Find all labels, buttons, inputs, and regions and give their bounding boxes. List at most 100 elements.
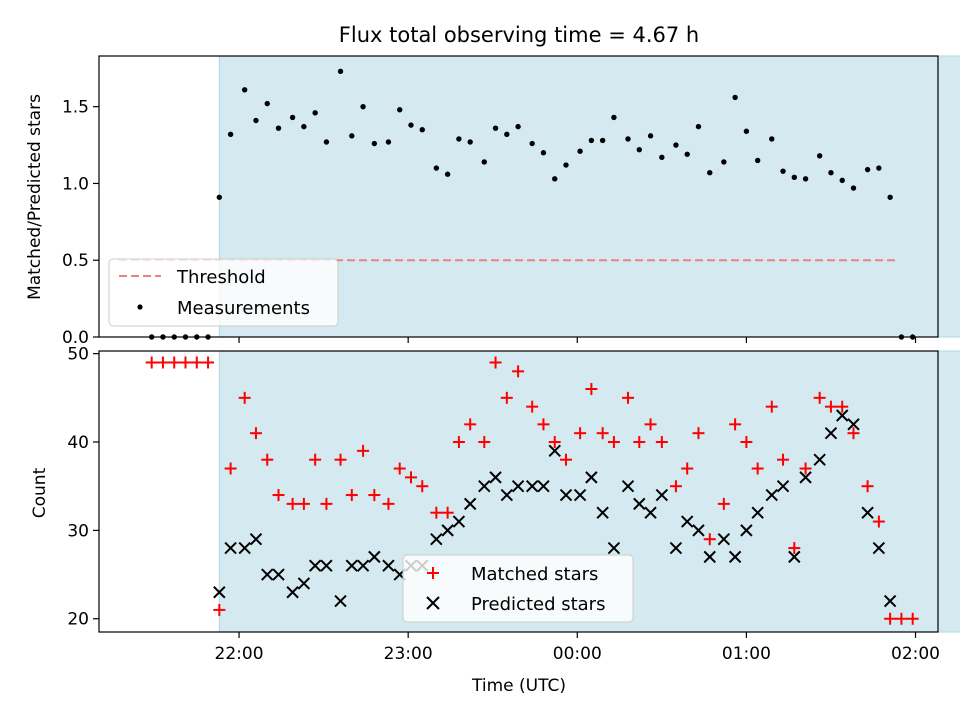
measurement-point <box>876 165 882 171</box>
y-tick-label: 40 <box>67 433 89 453</box>
measurements-legend-swatch <box>137 304 143 310</box>
measurement-point <box>540 150 547 156</box>
chart-title: Flux total observing time = 4.67 h <box>339 23 699 47</box>
matched-star-point <box>644 418 657 431</box>
matched-star-point <box>692 427 705 440</box>
measurement-point <box>467 139 473 145</box>
y-tick-label: 0.5 <box>62 251 89 271</box>
predicted-star-point <box>669 541 683 555</box>
matched-star-point <box>441 506 454 519</box>
matched-star-point <box>799 462 812 475</box>
predicted-legend-label: Predicted stars <box>471 594 605 615</box>
measurements-legend-label: Measurements <box>177 298 310 319</box>
predicted-star-point <box>463 497 477 511</box>
predicted-star-point <box>224 541 237 555</box>
matched-legend-swatch <box>427 567 439 579</box>
measurement-point <box>481 159 487 165</box>
measurement-point <box>611 114 617 121</box>
measurement-point <box>577 148 583 154</box>
matched-star-point <box>382 497 395 510</box>
matched-star-point <box>286 497 299 510</box>
matched-stars-points <box>145 356 919 625</box>
predicted-star-point <box>585 471 598 484</box>
predicted-star-point <box>824 426 838 440</box>
measurement-point <box>721 159 727 165</box>
predicted-star-point <box>847 418 860 431</box>
measurement-point <box>323 139 330 145</box>
count-y-label: Count <box>30 467 50 518</box>
x-tick-label: 02:00 <box>891 644 940 664</box>
measurement-point <box>408 122 414 128</box>
matched-star-point <box>717 497 730 510</box>
predicted-star-point <box>213 586 226 599</box>
count-legend-box <box>402 554 634 623</box>
y-tick-label: 0.0 <box>62 328 89 348</box>
matched-star-point <box>156 356 169 369</box>
matched-star-point <box>368 489 381 502</box>
x-tick-label: 00:00 <box>553 644 602 664</box>
predicted-stars-points <box>213 409 897 608</box>
matched-star-point <box>824 400 837 413</box>
matched-star-point <box>703 533 716 546</box>
y-tick-label: 30 <box>67 521 89 541</box>
matched-star-point <box>765 400 778 413</box>
measurement-point <box>769 136 775 142</box>
predicted-star-point <box>776 479 790 493</box>
measurement-point <box>241 87 248 93</box>
measurement-point <box>684 151 690 157</box>
predicted-star-point <box>368 550 381 564</box>
matched-star-point <box>345 489 358 502</box>
matched-star-point <box>145 356 158 369</box>
predicted-star-point <box>680 515 694 528</box>
predicted-star-point <box>703 550 716 564</box>
predicted-star-point <box>478 479 491 493</box>
predicted-star-point <box>740 524 753 537</box>
measurement-point <box>659 154 665 161</box>
matched-star-point <box>872 515 885 528</box>
predicted-star-point <box>573 488 587 502</box>
matched-star-point <box>622 391 635 404</box>
predicted-star-point <box>717 533 731 546</box>
ratio-y-label: Matched/Predicted stars <box>25 94 45 300</box>
measurement-point <box>816 153 823 159</box>
matched-star-point <box>416 480 429 493</box>
measurement-point <box>828 169 834 176</box>
predicted-star-point <box>500 488 514 502</box>
matched-star-point <box>297 497 310 510</box>
measurement-point <box>216 194 223 200</box>
x-tick-label: 01:00 <box>722 644 771 664</box>
ratio-axes-frame <box>98 55 939 338</box>
measurement-point <box>227 131 234 138</box>
matched-star-point <box>548 436 561 449</box>
matched-star-point <box>788 542 801 555</box>
matched-star-point <box>430 506 443 519</box>
matched-star-point <box>168 356 181 369</box>
threshold-legend-label: Threshold <box>176 267 266 288</box>
measurement-point <box>780 168 786 174</box>
measurement-point <box>732 94 738 101</box>
matched-star-point <box>906 612 919 625</box>
measurement-point <box>492 125 499 131</box>
measurement-point <box>385 139 392 145</box>
measurement-point <box>887 194 893 200</box>
predicted-star-point <box>238 541 251 555</box>
matched-star-point <box>884 612 897 625</box>
predicted-star-point <box>765 488 778 502</box>
matched-star-point <box>751 462 764 475</box>
matched-star-point <box>393 462 406 475</box>
matched-star-point <box>261 453 274 466</box>
matched-star-point <box>489 356 502 369</box>
measurement-point <box>444 171 451 177</box>
y-tick-label: 1.0 <box>62 174 89 194</box>
measurement-point <box>791 174 798 181</box>
matched-star-point <box>357 444 370 457</box>
predicted-star-point <box>872 541 886 555</box>
measurement-point <box>599 137 606 144</box>
matched-star-point <box>404 471 417 484</box>
predicted-star-point <box>489 471 502 484</box>
matched-star-point <box>895 612 908 625</box>
count-legend: Matched stars Predicted stars <box>402 554 634 623</box>
measurement-point <box>839 177 845 184</box>
matched-star-point <box>585 382 598 395</box>
measurement-point <box>275 125 282 131</box>
